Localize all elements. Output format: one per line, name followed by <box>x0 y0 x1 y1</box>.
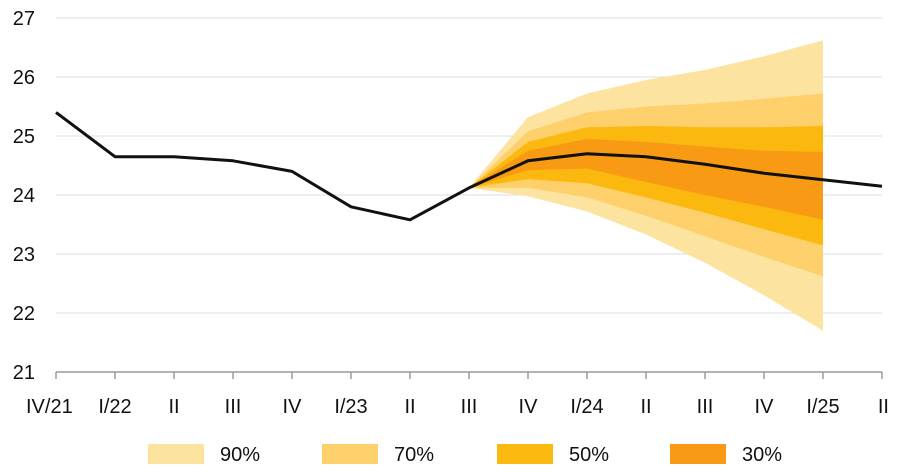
x-tick-label: II <box>878 396 889 418</box>
x-tick-label: IV <box>519 396 539 418</box>
y-tick-label: 21 <box>13 362 35 384</box>
y-tick-label: 24 <box>13 185 35 207</box>
x-tick-label: I/25 <box>806 396 839 418</box>
y-tick-label: 26 <box>13 67 35 89</box>
legend-label: 70% <box>394 444 434 466</box>
legend-label: 30% <box>742 444 782 466</box>
legend-swatch <box>148 444 204 464</box>
y-tick-label: 22 <box>13 303 35 325</box>
x-tick-label: III <box>225 396 242 418</box>
x-tick-label: II <box>168 396 179 418</box>
y-tick-label: 27 <box>13 8 35 30</box>
x-axis-labels: IV/21 I/22 II III IV I/23 II III IV I/24 II III IV I/… <box>26 396 889 418</box>
x-axis <box>55 371 883 379</box>
x-tick-label: II <box>404 396 415 418</box>
legend-label: 90% <box>220 444 260 466</box>
y-tick-label: 25 <box>13 126 35 148</box>
y-axis-labels: 21 22 23 24 25 26 27 <box>13 8 35 384</box>
central-projection-line <box>55 111 883 222</box>
x-tick-label: III <box>697 396 714 418</box>
x-tick-label: I/22 <box>98 396 131 418</box>
central-line-group <box>55 111 883 222</box>
y-tick-label: 23 <box>13 244 35 266</box>
gridlines <box>56 17 882 373</box>
x-tick-label: I/23 <box>334 396 367 418</box>
legend-swatch <box>670 444 726 464</box>
fan-band-30pct <box>469 139 823 220</box>
fan-bands <box>469 40 823 331</box>
x-tick-label: IV/21 <box>26 396 73 418</box>
legend-label: 50% <box>569 444 609 466</box>
legend-swatch <box>497 444 553 464</box>
x-tick-label: IV <box>755 396 775 418</box>
legend-swatch <box>322 444 378 464</box>
x-tick-label: III <box>461 396 478 418</box>
x-tick-label: I/24 <box>570 396 603 418</box>
x-tick-label: II <box>640 396 651 418</box>
legend: 90% 70% 50% 30% <box>148 444 782 466</box>
x-tick-label: IV <box>283 396 303 418</box>
